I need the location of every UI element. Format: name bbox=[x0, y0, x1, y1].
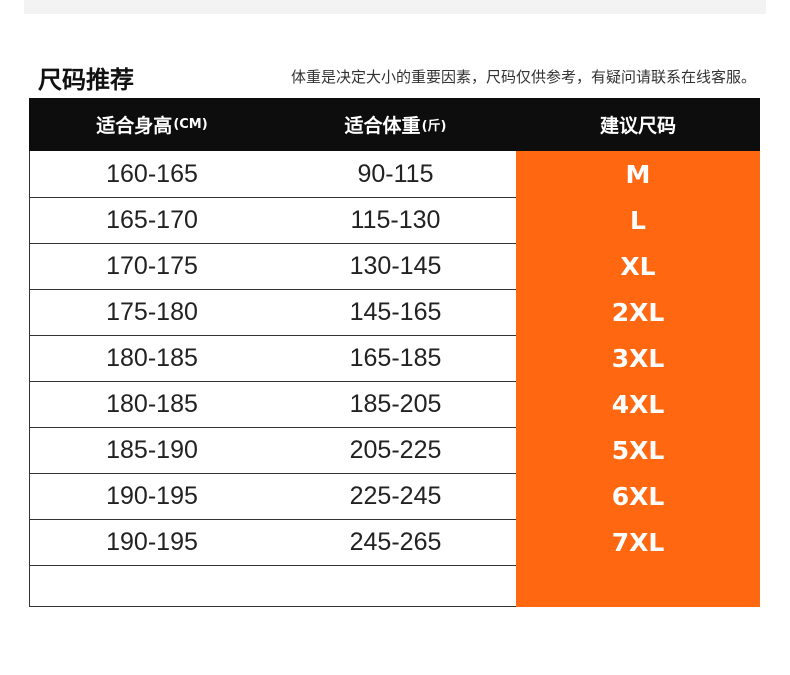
height-cell: 180-185 bbox=[106, 343, 198, 372]
header-size-label: 建议尺码 bbox=[599, 115, 676, 137]
height-cell: 165-170 bbox=[106, 205, 198, 234]
weight-cell: 165-185 bbox=[349, 343, 442, 372]
header-weight: 适合体重 (斤) bbox=[275, 98, 516, 151]
table-row: 165-170 115-130 L bbox=[29, 197, 760, 243]
top-banner-strip bbox=[24, 0, 766, 14]
header-weight-unit: (斤) bbox=[421, 119, 447, 134]
row-divider bbox=[29, 565, 516, 566]
table-row: 180-185 185-205 4XL bbox=[29, 381, 760, 427]
weight-cell: 145-165 bbox=[349, 297, 442, 326]
header-size: 建议尺码 bbox=[516, 98, 760, 151]
table-row: 160-165 90-115 M bbox=[29, 151, 760, 197]
size-chart-table: 适合身高 (CM) 适合体重 (斤) 建议尺码 160-165 90-115 M 1… bbox=[29, 98, 760, 607]
weight-cell: 225-245 bbox=[349, 481, 442, 510]
row-divider bbox=[29, 427, 516, 428]
size-cell: 4XL bbox=[611, 389, 665, 419]
size-column-background bbox=[516, 151, 760, 607]
table-header: 适合身高 (CM) 适合体重 (斤) 建议尺码 bbox=[29, 98, 760, 151]
row-divider bbox=[29, 335, 516, 336]
height-cell: 190-195 bbox=[106, 481, 198, 510]
height-cell: 160-165 bbox=[106, 159, 198, 188]
row-divider bbox=[29, 473, 516, 474]
header-height-unit: (CM) bbox=[173, 117, 208, 132]
header-height-label: 适合身高 bbox=[96, 115, 173, 137]
weight-cell: 245-265 bbox=[349, 527, 442, 556]
row-divider bbox=[29, 381, 516, 382]
size-cell: 2XL bbox=[611, 297, 665, 327]
height-cell: 185-190 bbox=[106, 435, 198, 464]
header-weight-label: 适合体重 bbox=[344, 115, 421, 137]
table-row: 190-195 245-265 7XL bbox=[29, 519, 760, 565]
header-height: 适合身高 (CM) bbox=[29, 98, 275, 151]
row-divider bbox=[29, 289, 516, 290]
table-row: 170-175 130-145 XL bbox=[29, 243, 760, 289]
weight-cell: 130-145 bbox=[349, 251, 442, 280]
table-row: 190-195 225-245 6XL bbox=[29, 473, 760, 519]
size-cell: 6XL bbox=[611, 481, 665, 511]
height-cell: 170-175 bbox=[106, 251, 198, 280]
size-cell: 5XL bbox=[611, 435, 665, 465]
height-cell: 190-195 bbox=[106, 527, 198, 556]
size-cell: 3XL bbox=[611, 343, 665, 373]
size-cell: XL bbox=[620, 251, 656, 281]
size-cell: L bbox=[630, 205, 646, 235]
row-divider bbox=[29, 243, 516, 244]
size-cell: 7XL bbox=[611, 527, 665, 557]
table-body-border bbox=[29, 151, 516, 607]
table-row: 180-185 165-185 3XL bbox=[29, 335, 760, 381]
height-cell: 180-185 bbox=[106, 389, 198, 418]
height-cell: 175-180 bbox=[106, 297, 198, 326]
table-row: 185-190 205-225 5XL bbox=[29, 427, 760, 473]
size-note: 体重是决定大小的重要因素，尺码仅供参考，有疑问请联系在线客服。 bbox=[290, 68, 756, 86]
weight-cell: 115-130 bbox=[350, 205, 441, 234]
weight-cell: 185-205 bbox=[349, 389, 442, 418]
weight-cell: 205-225 bbox=[349, 435, 442, 464]
page-title: 尺码推荐 bbox=[38, 66, 134, 94]
row-divider bbox=[29, 197, 516, 198]
weight-cell: 90-115 bbox=[357, 159, 434, 188]
size-cell: M bbox=[625, 159, 651, 189]
row-divider bbox=[29, 519, 516, 520]
table-row: 175-180 145-165 2XL bbox=[29, 289, 760, 335]
